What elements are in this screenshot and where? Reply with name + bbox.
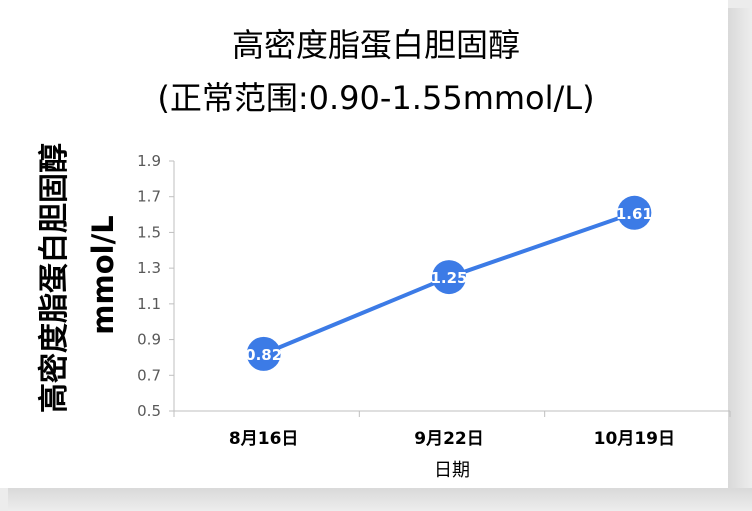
y-tick-label: 1.1: [137, 295, 161, 313]
chart-title: 高密度脂蛋白胆固醇: [231, 26, 520, 64]
data-point: [432, 260, 466, 295]
y-tick-label: 0.5: [137, 402, 161, 420]
card-shadow-bottom: [8, 488, 752, 511]
x-tick-label: 9月22日: [414, 429, 484, 449]
chart-card: [0, 0, 728, 488]
y-tick-label: 0.9: [137, 331, 161, 349]
y-tick-label: 1.3: [137, 259, 161, 277]
x-tick-label: 10月19日: [594, 429, 675, 449]
y-tick-label: 1.7: [137, 188, 161, 206]
x-axis-label: 日期: [434, 460, 470, 481]
y-tick-label: 1.5: [137, 223, 161, 241]
data-point: [246, 336, 281, 371]
y-tick-label: 1.9: [137, 152, 161, 170]
card-shadow-right: [728, 8, 752, 511]
data-label: 1.25: [430, 269, 467, 287]
data-label: 1.61: [616, 205, 653, 223]
y-tick-label: 0.7: [137, 366, 161, 384]
data-point: [617, 195, 652, 230]
data-label: 0.82: [245, 346, 282, 364]
chart-subtitle: (正常范围:0.90-1.55mmol/L): [157, 79, 595, 117]
x-tick-label: 8月16日: [229, 429, 299, 449]
